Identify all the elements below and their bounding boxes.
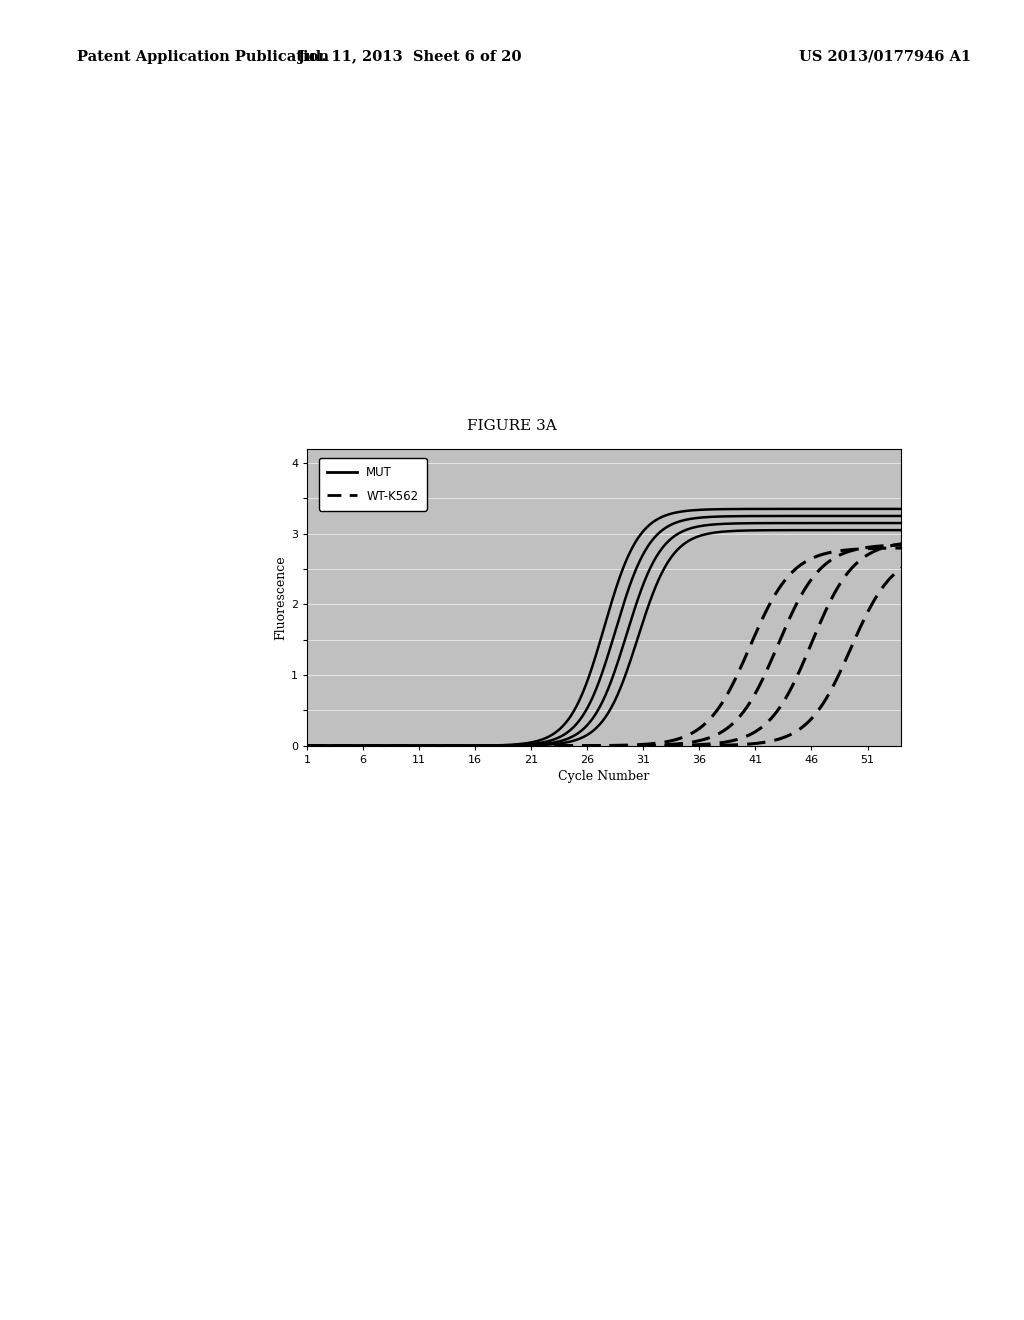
Y-axis label: Fluorescence: Fluorescence — [273, 554, 287, 640]
Text: Patent Application Publication: Patent Application Publication — [77, 50, 329, 63]
X-axis label: Cycle Number: Cycle Number — [558, 771, 650, 783]
Text: FIGURE 3A: FIGURE 3A — [467, 418, 557, 433]
Legend: MUT, WT-K562: MUT, WT-K562 — [319, 458, 427, 511]
Text: Jul. 11, 2013  Sheet 6 of 20: Jul. 11, 2013 Sheet 6 of 20 — [298, 50, 521, 63]
Text: US 2013/0177946 A1: US 2013/0177946 A1 — [799, 50, 971, 63]
